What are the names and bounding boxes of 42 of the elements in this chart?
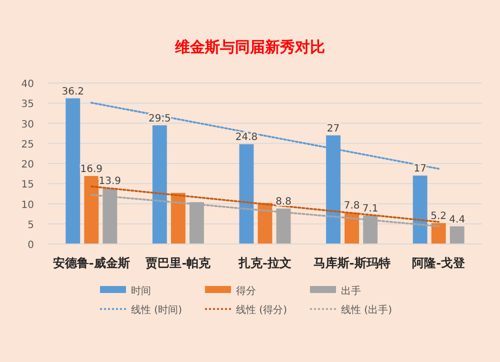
data-label: 7.1 <box>362 203 378 214</box>
bar <box>412 176 428 244</box>
bar <box>170 192 186 244</box>
y-tick-label: 10 <box>21 200 34 211</box>
x-tick-label: 马库斯-斯玛特 <box>313 256 390 270</box>
y-tick-label: 30 <box>21 119 34 130</box>
data-label: 17 <box>414 164 426 175</box>
bar <box>66 98 80 244</box>
data-label: 36.2 <box>62 86 84 98</box>
data-label: 7.8 <box>344 200 360 212</box>
data-label: 27 <box>326 123 340 134</box>
bar <box>344 212 360 244</box>
y-tick-label: 0 <box>28 240 34 251</box>
y-tick-label: 15 <box>21 180 34 191</box>
legend-label: 得分 <box>236 285 256 297</box>
data-label: 4.4 <box>449 214 466 226</box>
y-tick-label: 35 <box>21 99 34 110</box>
bar <box>450 226 464 244</box>
data-label: 16.9 <box>80 164 103 175</box>
y-tick-label: 5 <box>28 220 34 231</box>
y-tick-label: 40 <box>21 79 34 90</box>
legend-label: 出手 <box>341 285 361 297</box>
chart-title: 维金斯与同届新秀对比 <box>174 38 325 56</box>
x-tick-label: 安德鲁-威金斯 <box>52 256 130 270</box>
bar <box>431 223 446 244</box>
data-label: 24.8 <box>235 132 258 144</box>
y-tick-label: 25 <box>21 139 34 150</box>
bar <box>239 144 254 244</box>
legend-label: 时间 <box>131 285 151 297</box>
data-label: 29.5 <box>148 113 171 124</box>
y-tick-label: 20 <box>21 160 34 170</box>
legend-label: 线性 (得分) <box>236 304 288 316</box>
legend-label: 线性 (出手) <box>341 304 392 316</box>
data-label: 5.2 <box>430 211 447 222</box>
x-tick-label: 阿隆-戈登 <box>412 256 466 270</box>
bar <box>152 125 167 244</box>
legend-label: 线性 (时间) <box>131 304 182 316</box>
x-tick-label: 扎克-拉文 <box>238 256 292 270</box>
data-label: 13.9 <box>98 176 122 188</box>
x-tick-label: 贾巴里-帕克 <box>144 256 212 270</box>
data-label: 8.8 <box>276 196 292 208</box>
bar <box>84 176 99 244</box>
